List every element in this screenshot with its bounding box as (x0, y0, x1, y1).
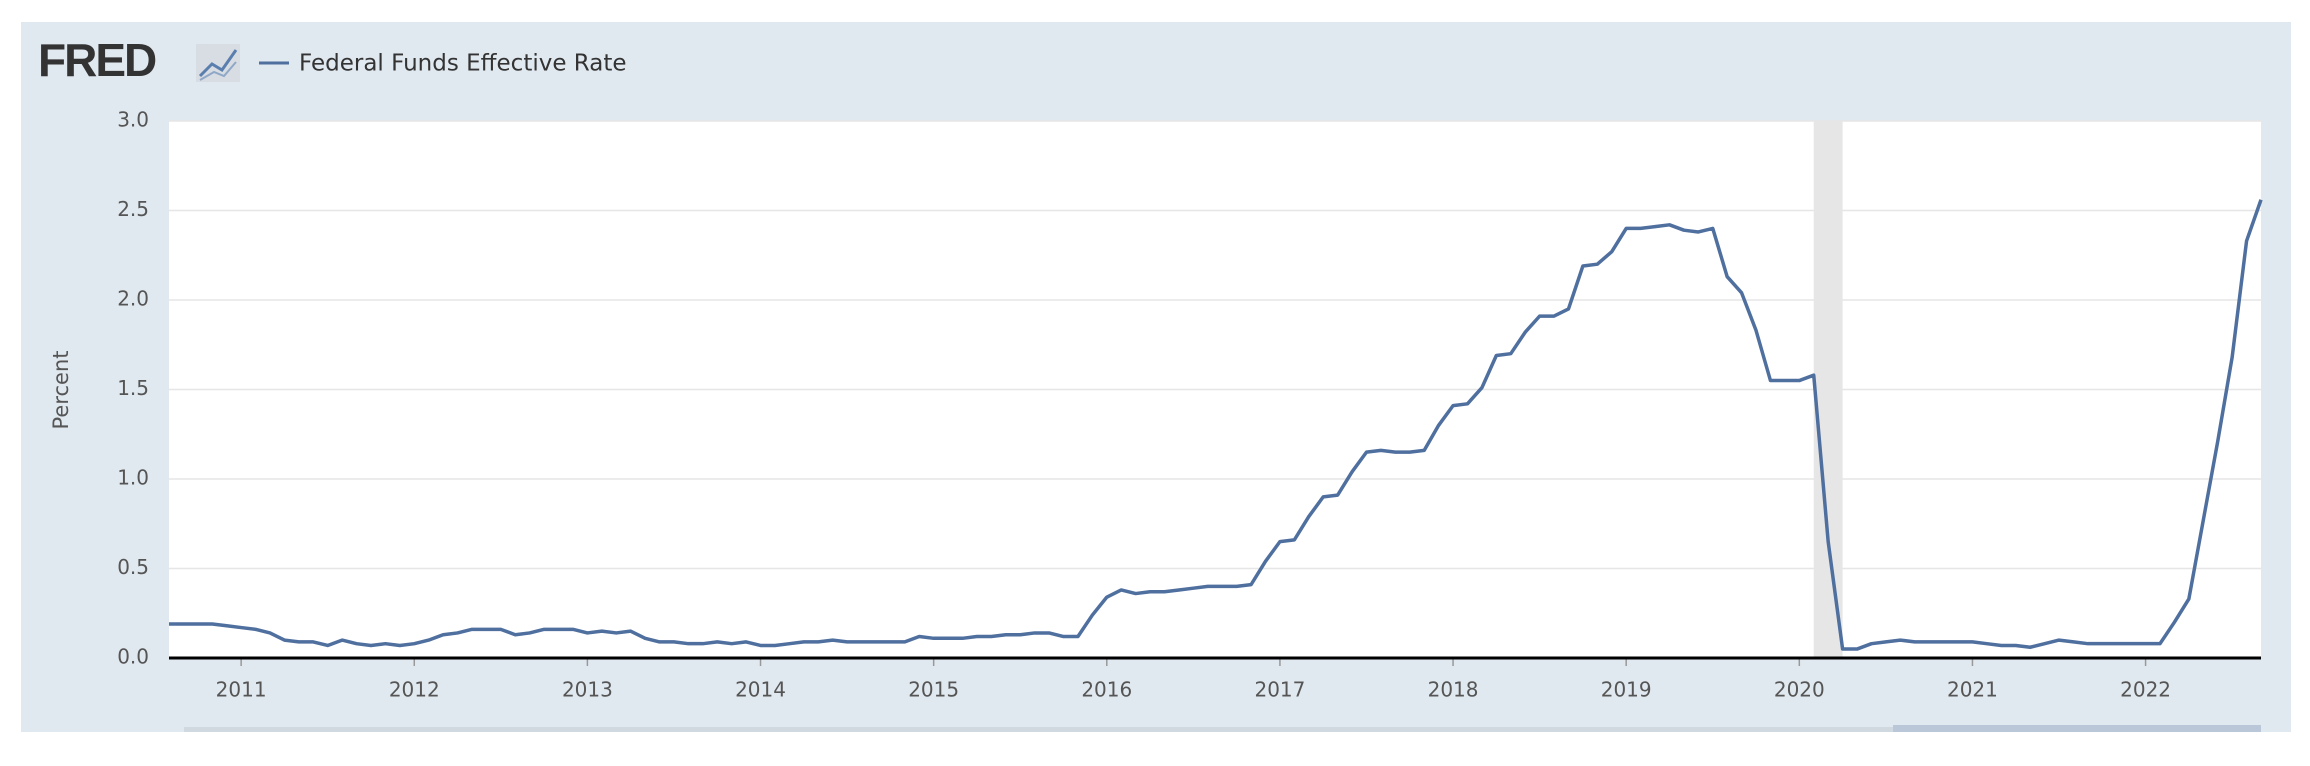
y-tick-label: 2.0 (117, 287, 149, 311)
x-tick-label: 2012 (389, 678, 440, 702)
x-tick-label: 2017 (1254, 678, 1305, 702)
x-tick-label: 2014 (735, 678, 786, 702)
y-tick-label: 0.5 (117, 555, 149, 579)
y-tick-label: 2.5 (117, 197, 149, 221)
x-tick-label: 2015 (908, 678, 959, 702)
x-tick-label: 2022 (2120, 678, 2171, 702)
scrollbar (184, 727, 1984, 732)
x-tick-label: 2018 (1428, 678, 1479, 702)
x-tick-label: 2016 (1081, 678, 1132, 702)
y-tick-label: 3.0 (117, 108, 149, 132)
x-tick-label: 2013 (562, 678, 613, 702)
y-tick-label: 1.5 (117, 376, 149, 400)
logo: FRED (38, 34, 156, 86)
x-tick-label: 2019 (1601, 678, 1652, 702)
x-tick-label: 2021 (1947, 678, 1998, 702)
y-tick-label: 0.0 (117, 645, 149, 669)
x-tick-label: 2011 (216, 678, 267, 702)
data-line (169, 199, 2263, 651)
logo-icon (196, 44, 240, 82)
legend-label: Federal Funds Effective Rate (299, 51, 627, 77)
y-tick-label: 1.0 (117, 466, 149, 490)
x-tick-label: 2020 (1774, 678, 1825, 702)
scrollbar-thumb (1893, 725, 2261, 732)
y-axis-label: Percent (49, 350, 73, 429)
